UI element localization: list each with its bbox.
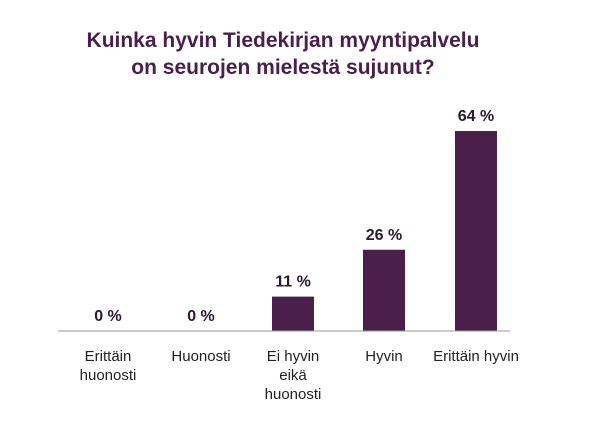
category-label-3-line-1: Ei hyvin xyxy=(267,348,320,365)
category-label-4-line-1: Hyvin xyxy=(365,348,403,365)
category-label-5-line-1: Erittäin hyvin xyxy=(433,348,519,365)
value-label-3: 11 % xyxy=(275,274,311,291)
bar-5 xyxy=(455,131,497,331)
value-labels-group: 0 % 0 % 11 % 26 % 64 % xyxy=(94,108,494,325)
category-label-3-line-3: huonosti xyxy=(265,386,322,403)
bar-4 xyxy=(363,249,405,331)
category-label-1-line-2: huonosti xyxy=(80,367,137,384)
category-labels-group: Erittäin huonosti Huonosti Ei hyvin eikä huon… xyxy=(80,348,519,403)
category-label-1-line-1: Erittäin xyxy=(85,348,132,365)
category-label-2-line-1: Huonosti xyxy=(171,348,230,365)
value-label-5: 64 % xyxy=(458,108,494,125)
chart-title-line-1: Kuinka hyvin Tiedekirjan myyntipalvelu xyxy=(87,29,480,52)
value-label-2: 0 % xyxy=(187,308,215,325)
bars-group xyxy=(272,131,497,331)
value-label-1: 0 % xyxy=(94,308,122,325)
category-label-3-line-2: eikä xyxy=(279,367,307,384)
bar-3 xyxy=(272,296,314,331)
chart-title-line-2: on seurojen mielestä sujunut? xyxy=(131,56,434,79)
value-label-4: 26 % xyxy=(366,227,402,244)
